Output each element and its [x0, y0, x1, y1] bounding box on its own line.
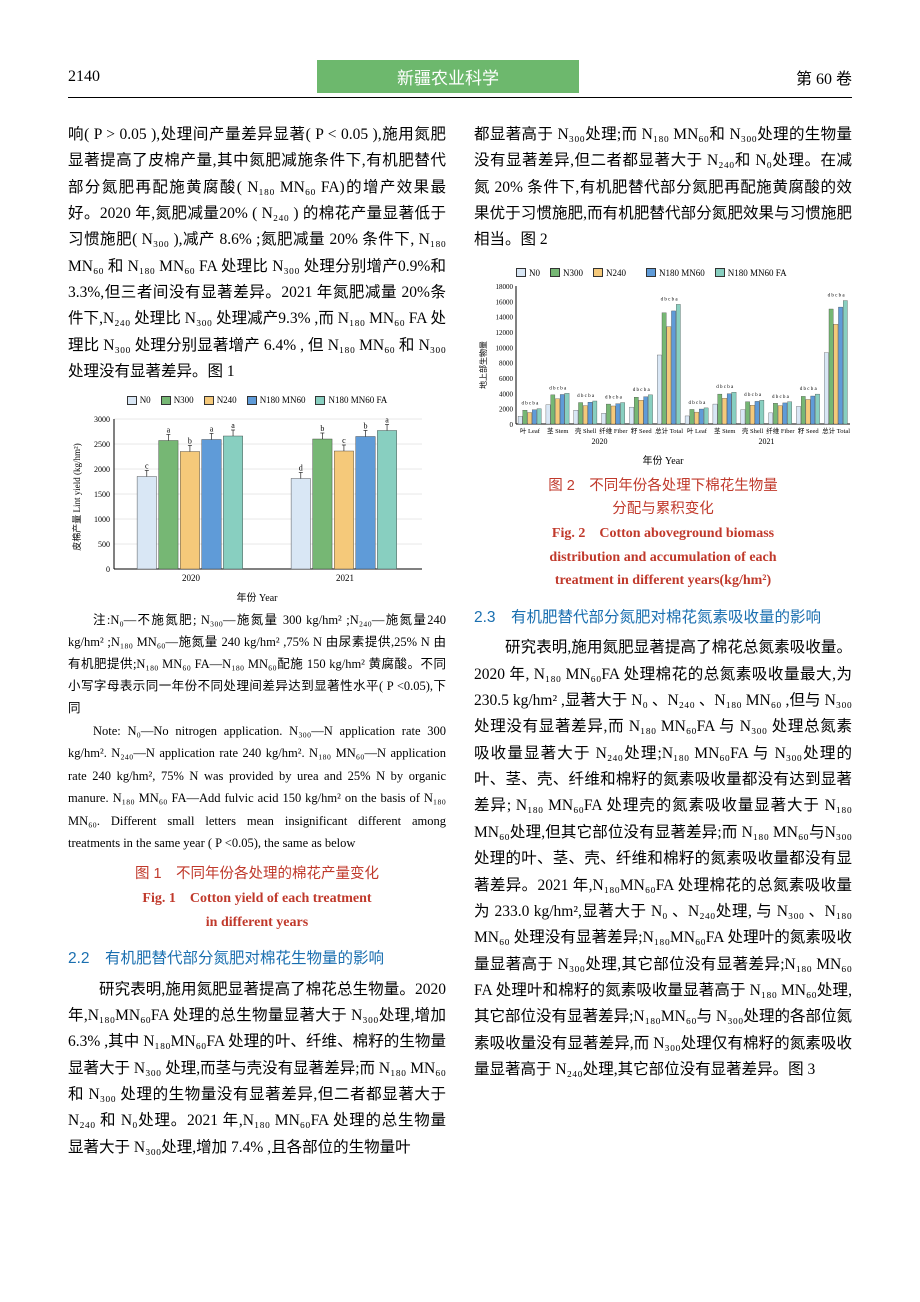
svg-text:d b c b a: d b c b a	[633, 388, 651, 393]
svg-text:6000: 6000	[499, 375, 514, 383]
svg-text:籽 Seed: 籽 Seed	[798, 426, 820, 435]
svg-text:d: d	[299, 464, 303, 473]
figure-2-caption-en-line3: treatment in different years(kg/hm²)	[474, 570, 852, 592]
svg-text:a: a	[210, 425, 214, 434]
figure-2-caption-cn-line2: 分配与累积变化	[474, 498, 852, 521]
svg-text:b: b	[188, 437, 192, 446]
svg-text:b: b	[320, 424, 324, 433]
figure-1-chart: N0N300N240N180 MN60N180 MN60 FA 0 500 1000…	[68, 395, 446, 604]
svg-text:皮棉产量 Lint yield (kg/hm²): 皮棉产量 Lint yield (kg/hm²)	[71, 444, 82, 551]
page-header: 2140 新疆农业科学 第 60 卷	[68, 60, 852, 98]
svg-text:0: 0	[106, 565, 110, 574]
svg-text:纤维 Fiber: 纤维 Fiber	[766, 426, 795, 435]
body-paragraph: 响( P > 0.05 ),处理间产量差异显著( P < 0.05 ),施用氮肥…	[68, 122, 446, 385]
svg-text:茎 Stem: 茎 Stem	[714, 426, 736, 435]
figure-1-caption-cn: 图 1 不同年份各处理的棉花产量变化	[68, 863, 446, 886]
body-paragraph: 都显著高于 N₃₀₀处理;而 N₁₈₀ MN₆₀和 N₃₀₀处理的生物量没有显著…	[474, 122, 852, 254]
svg-text:d b c b a: d b c b a	[521, 401, 539, 406]
svg-text:壳 Shell: 壳 Shell	[742, 426, 764, 435]
figure-1-svg: 0 500 1000 1500 2000 2500 3000 皮棉产量 Lint yield …	[68, 407, 428, 587]
svg-text:d b c b a: d b c b a	[577, 394, 595, 399]
svg-text:c: c	[145, 462, 149, 471]
svg-text:叶 Leaf: 叶 Leaf	[687, 426, 708, 435]
two-column-layout: 响( P > 0.05 ),处理间产量差异显著( P < 0.05 ),施用氮肥…	[68, 122, 852, 1165]
svg-text:d b c b a: d b c b a	[828, 293, 846, 298]
svg-text:a: a	[385, 416, 389, 425]
svg-text:d b c b a: d b c b a	[688, 401, 706, 406]
svg-text:d b c b a: d b c b a	[661, 297, 679, 302]
svg-text:3000: 3000	[94, 415, 110, 424]
svg-text:d b c b a: d b c b a	[549, 386, 567, 391]
svg-text:d b c b a: d b c b a	[605, 395, 623, 400]
svg-text:1500: 1500	[94, 490, 110, 499]
svg-text:d b c b a: d b c b a	[744, 393, 762, 398]
figure-2-svg: 0 2000 4000 6000 8000 10000 12000 14000 16000 180…	[474, 280, 854, 450]
figure-2-chart: N0N300N240N180 MN60N180 MN60 FA 0 2000 400…	[474, 268, 852, 467]
right-column: 都显著高于 N₃₀₀处理;而 N₁₈₀ MN₆₀和 N₃₀₀处理的生物量没有显著…	[474, 122, 852, 1165]
figure-1-note-cn: 注:N₀—不施氮肥; N₃₀₀—施氮量 300 kg/hm² ;N₂₄₀—施氮量…	[68, 610, 446, 719]
svg-text:16000: 16000	[496, 298, 514, 306]
body-paragraph: 研究表明,施用氮肥显著提高了棉花总氮素吸收量。2020 年, N₁₈₀ MN₆₀…	[474, 635, 852, 1083]
section-2-2-heading: 2.2 有机肥替代部分氮肥对棉花生物量的影响	[68, 947, 446, 970]
figure-1-caption-en-line2: in different years	[68, 912, 446, 934]
svg-text:8000: 8000	[499, 359, 514, 367]
figure-1-xlabel: 年份 Year	[68, 589, 446, 604]
svg-text:地上部生物量: 地上部生物量	[478, 341, 488, 389]
svg-text:c: c	[342, 436, 346, 445]
svg-text:18000: 18000	[496, 283, 514, 291]
svg-text:d b c b a: d b c b a	[716, 385, 734, 390]
figure-2-xlabel: 年份 Year	[474, 452, 852, 467]
figure-2-caption-en-line1: Fig. 2 Cotton aboveground biomass	[474, 523, 852, 545]
svg-text:籽 Seed: 籽 Seed	[631, 426, 653, 435]
journal-title-badge: 新疆农业科学	[317, 60, 579, 93]
svg-text:壳 Shell: 壳 Shell	[575, 426, 597, 435]
body-paragraph: 研究表明,施用氮肥显著提高了棉花总生物量。2020 年,N₁₈₀MN₆₀FA 处…	[68, 977, 446, 1161]
figure-1-legend: N0N300N240N180 MN60N180 MN60 FA	[68, 395, 446, 405]
page-number: 2140	[68, 68, 100, 86]
svg-text:2000: 2000	[499, 405, 514, 413]
svg-text:茎 Stem: 茎 Stem	[547, 426, 569, 435]
svg-text:a: a	[231, 421, 235, 430]
svg-text:总计 Total: 总计 Total	[822, 426, 850, 435]
svg-text:叶 Leaf: 叶 Leaf	[520, 426, 541, 435]
svg-text:2020: 2020	[182, 573, 201, 583]
svg-text:总计 Total: 总计 Total	[655, 426, 683, 435]
svg-text:2500: 2500	[94, 440, 110, 449]
svg-text:a: a	[167, 426, 171, 435]
figure-1-note-en: Note: N₀—No nitrogen application. N₃₀₀—N…	[68, 720, 446, 855]
svg-text:14000: 14000	[496, 313, 514, 321]
svg-text:2020: 2020	[592, 437, 608, 446]
figure-1-caption-en-line1: Fig. 1 Cotton yield of each treatment	[68, 888, 446, 910]
figure-2-caption-cn-line1: 图 2 不同年份各处理下棉花生物量	[474, 475, 852, 498]
svg-text:10000: 10000	[496, 344, 514, 352]
svg-text:2021: 2021	[759, 437, 775, 446]
svg-text:d b c b a: d b c b a	[772, 394, 790, 399]
svg-text:12000: 12000	[496, 329, 514, 337]
section-2-3-heading: 2.3 有机肥替代部分氮肥对棉花氮素吸收量的影响	[474, 606, 852, 629]
svg-text:1000: 1000	[94, 515, 110, 524]
left-column: 响( P > 0.05 ),处理间产量差异显著( P < 0.05 ),施用氮肥…	[68, 122, 446, 1165]
svg-text:4000: 4000	[499, 390, 514, 398]
svg-text:2000: 2000	[94, 465, 110, 474]
figure-2-legend: N0N300N240N180 MN60N180 MN60 FA	[474, 268, 852, 278]
svg-text:2021: 2021	[336, 573, 354, 583]
svg-text:500: 500	[98, 540, 110, 549]
svg-text:0: 0	[510, 421, 514, 429]
svg-text:d b c b a: d b c b a	[800, 387, 818, 392]
volume-label: 第 60 卷	[796, 65, 852, 89]
svg-text:纤维 Fiber: 纤维 Fiber	[599, 426, 628, 435]
svg-text:b: b	[363, 422, 367, 431]
figure-2-caption-en-line2: distribution and accumulation of each	[474, 547, 852, 569]
